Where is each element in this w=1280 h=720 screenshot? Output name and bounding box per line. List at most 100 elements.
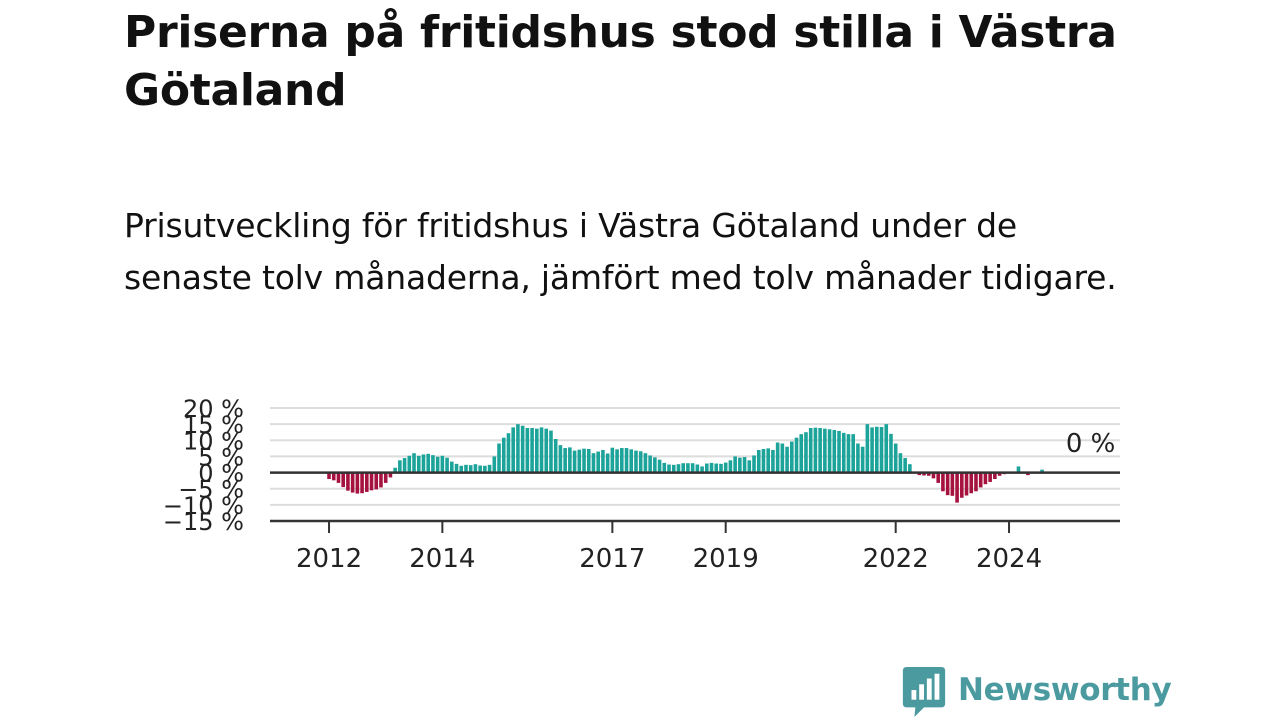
bar xyxy=(620,448,624,473)
bar xyxy=(605,453,610,473)
bar xyxy=(365,472,369,492)
bar xyxy=(563,448,567,473)
chart-subtitle: Prisutveckling för fritidshus i Västra G… xyxy=(124,206,1117,297)
bar xyxy=(662,462,667,473)
bar xyxy=(530,428,534,473)
bar xyxy=(601,449,605,473)
bar xyxy=(624,448,629,473)
bar xyxy=(398,460,402,473)
bar xyxy=(586,449,591,473)
bar xyxy=(473,464,478,473)
bar xyxy=(558,445,563,473)
bar xyxy=(459,465,464,473)
bar xyxy=(1026,472,1030,476)
y-tick-label: 0 % xyxy=(198,460,244,488)
bar xyxy=(790,441,794,473)
bar xyxy=(539,427,544,473)
y-tick-label: −15 % xyxy=(163,508,244,536)
newsworthy-logo-icon xyxy=(902,667,946,717)
bar xyxy=(756,449,761,473)
bar xyxy=(615,449,619,473)
x-tick-label: 2022 xyxy=(863,544,929,574)
bar xyxy=(794,437,799,473)
bar xyxy=(431,455,435,473)
bar xyxy=(742,457,747,473)
bar xyxy=(638,451,643,473)
bar xyxy=(360,472,364,494)
bar xyxy=(827,429,832,473)
bar xyxy=(884,424,889,473)
bar xyxy=(336,472,341,483)
bar xyxy=(582,448,586,473)
bar xyxy=(426,453,430,473)
bar xyxy=(544,428,549,473)
bar xyxy=(568,447,572,473)
bar xyxy=(936,472,940,483)
bar xyxy=(903,458,907,473)
bar xyxy=(383,472,388,483)
bar xyxy=(714,463,719,473)
bar xyxy=(813,427,818,473)
bars xyxy=(327,424,1044,503)
bar xyxy=(733,456,737,473)
bar xyxy=(804,432,808,473)
bar xyxy=(535,428,539,473)
latest-value-label: 0 % xyxy=(1066,429,1116,459)
bar xyxy=(331,472,336,481)
bar xyxy=(747,460,752,473)
bar xyxy=(978,472,983,488)
bar xyxy=(974,472,978,492)
bar xyxy=(468,465,473,473)
bar xyxy=(369,472,374,491)
bar xyxy=(667,464,671,473)
bar xyxy=(1016,466,1021,473)
annotations: 0 % xyxy=(1066,429,1116,459)
bar xyxy=(454,463,459,473)
bar xyxy=(851,434,855,473)
bar xyxy=(549,430,553,473)
bar xyxy=(950,472,955,496)
bar xyxy=(785,446,789,473)
bar xyxy=(964,472,969,496)
bar xyxy=(775,442,780,473)
chart-title: Priserna på fritidshus stod stilla i Väs… xyxy=(124,7,1117,116)
bar xyxy=(653,457,657,473)
bar xyxy=(808,428,813,473)
x-tick-label: 2012 xyxy=(296,544,362,574)
bar xyxy=(610,447,615,473)
bar xyxy=(955,472,959,503)
bar xyxy=(379,472,383,488)
bar xyxy=(686,463,690,473)
bar xyxy=(865,424,870,473)
bar xyxy=(388,472,393,478)
bar xyxy=(501,437,506,473)
bar xyxy=(657,459,662,473)
axes xyxy=(270,471,1120,533)
bar xyxy=(922,472,926,476)
bar xyxy=(993,472,997,480)
bar xyxy=(671,464,676,473)
bar xyxy=(591,453,596,473)
bar xyxy=(860,446,865,473)
bar xyxy=(837,430,841,473)
bar xyxy=(516,424,520,473)
bar xyxy=(629,449,634,473)
y-tick-label: −5 % xyxy=(178,476,244,504)
bar xyxy=(412,453,416,473)
bar xyxy=(926,472,931,476)
bar xyxy=(355,472,360,494)
bar xyxy=(506,433,511,473)
bar xyxy=(416,455,421,473)
bar xyxy=(823,428,827,473)
bar xyxy=(931,472,936,479)
x-axis-labels: 2012 2014 2017 2019 2022 2024 xyxy=(296,544,1042,574)
bar xyxy=(700,466,704,473)
bar xyxy=(577,449,582,473)
bar xyxy=(681,463,685,473)
bar xyxy=(780,443,785,473)
bar xyxy=(393,467,397,473)
bar xyxy=(634,450,638,473)
bar xyxy=(440,455,445,473)
bar xyxy=(435,456,440,473)
bar xyxy=(346,472,350,491)
